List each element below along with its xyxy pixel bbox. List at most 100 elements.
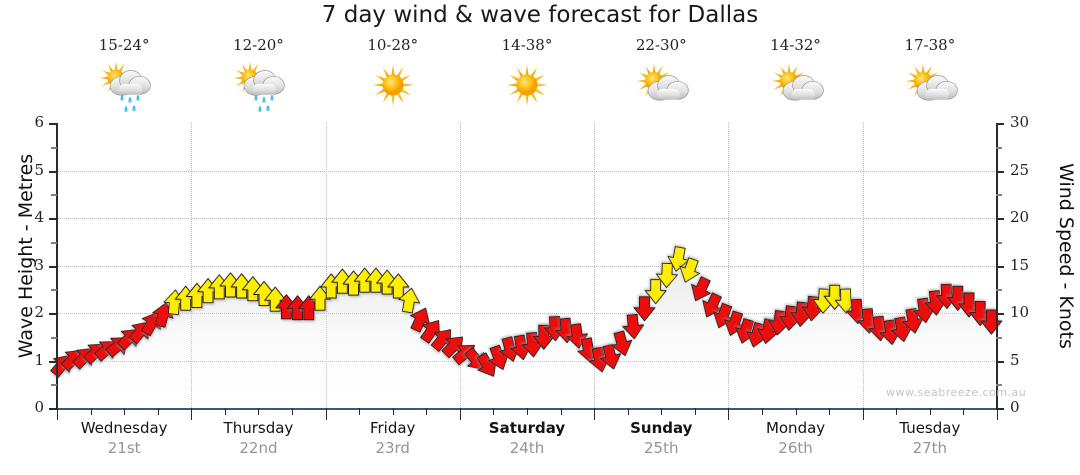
left-tick-major xyxy=(49,170,57,173)
right-tick-major xyxy=(996,360,1004,363)
bottom-tick-major xyxy=(459,408,461,420)
left-tick-label: 3 xyxy=(34,255,44,274)
left-tick-major xyxy=(49,265,57,268)
gridline-horizontal xyxy=(57,360,997,362)
sun-cloud-icon xyxy=(898,59,962,117)
bottom-tick-minor xyxy=(929,408,931,415)
sun-cloud-rain-icon xyxy=(92,59,156,117)
day-footer-strip: Wednesday 21st Thursday 22nd Friday 23rd Satur… xyxy=(57,418,997,468)
day-label-wednesday: Wednesday 21st xyxy=(57,418,191,468)
day-header-wednesday: 15-24° xyxy=(57,36,191,124)
left-tick-label: 2 xyxy=(34,303,44,321)
day-name: Wednesday xyxy=(80,419,168,437)
bottom-tick-minor xyxy=(829,408,831,415)
gridline-horizontal xyxy=(57,265,997,267)
gridline-vertical xyxy=(325,123,327,408)
bottom-tick-minor xyxy=(762,408,763,415)
right-tick-minor xyxy=(996,384,1002,387)
right-tick-minor xyxy=(996,289,1002,292)
sun-icon xyxy=(361,59,425,117)
day-name: Saturday xyxy=(488,419,566,437)
right-tick-label: 10 xyxy=(1010,303,1030,321)
bottom-tick-minor xyxy=(157,408,159,415)
temperature-range: 12-20° xyxy=(233,36,284,54)
right-tick-minor xyxy=(996,194,1002,197)
left-tick-minor xyxy=(51,194,57,197)
right-tick-label: 25 xyxy=(1010,160,1030,179)
gridline-vertical xyxy=(728,123,730,408)
gridline-horizontal xyxy=(57,170,997,172)
gridline-vertical xyxy=(191,123,193,408)
sun-icon xyxy=(495,59,559,117)
plot-area xyxy=(57,123,997,408)
day-name: Friday xyxy=(369,419,416,437)
day-label-thursday: Thursday 22nd xyxy=(191,418,325,468)
sun-cloud-icon xyxy=(764,59,828,117)
day-date: 22nd xyxy=(239,439,278,457)
day-header-tuesday: 17-38° xyxy=(863,36,997,124)
gridline-horizontal xyxy=(57,218,997,219)
temperature-range: 22-30° xyxy=(635,36,687,54)
bottom-tick-minor xyxy=(963,408,965,415)
day-label-monday: Monday 26th xyxy=(728,418,862,468)
left-tick-minor xyxy=(51,384,57,387)
day-date: 23rd xyxy=(375,439,410,457)
day-header-strip: 15-24° 12-20° xyxy=(57,36,997,124)
bottom-tick-minor xyxy=(661,408,663,415)
left-tick-major xyxy=(49,123,57,125)
day-header-monday: 14-32° xyxy=(728,36,862,124)
bottom-tick-minor xyxy=(493,408,495,415)
gridline-horizontal xyxy=(57,313,997,314)
left-tick-minor xyxy=(51,289,57,292)
day-header-friday: 10-28° xyxy=(326,36,460,124)
right-tick-label: 5 xyxy=(1010,350,1020,369)
bottom-tick-minor xyxy=(359,408,361,415)
day-header-thursday: 12-20° xyxy=(191,36,325,124)
bottom-tick-major xyxy=(594,408,596,420)
bottom-tick-minor xyxy=(694,408,696,415)
bottom-tick-minor xyxy=(258,408,260,415)
left-tick-label: 4 xyxy=(34,208,44,226)
left-tick-major xyxy=(49,360,57,363)
left-tick-major xyxy=(49,313,57,315)
day-label-saturday: Saturday 24th xyxy=(460,418,594,468)
bottom-tick-major xyxy=(325,408,327,420)
left-tick-label: 0 xyxy=(34,398,44,416)
day-name: Thursday xyxy=(223,419,294,437)
bottom-tick-minor xyxy=(90,408,92,415)
right-tick-major xyxy=(996,218,1004,220)
sun-cloud-rain-icon xyxy=(226,59,290,117)
bottom-tick-major xyxy=(728,408,730,420)
temperature-range: 10-28° xyxy=(367,36,419,54)
day-label-sunday: Sunday 25th xyxy=(594,418,728,468)
left-tick-label: 6 xyxy=(34,113,44,131)
bottom-tick-minor xyxy=(292,408,293,415)
right-tick-major xyxy=(996,123,1004,125)
day-date: 24th xyxy=(509,439,545,457)
gridline-vertical xyxy=(594,123,596,408)
bottom-tick-major xyxy=(57,408,58,420)
left-tick-label: 5 xyxy=(34,160,44,179)
day-date: 25th xyxy=(644,439,679,457)
bottom-tick-major xyxy=(997,408,998,420)
right-tick-major xyxy=(996,170,1004,173)
bottom-tick-minor xyxy=(627,408,629,415)
sun-cloud-icon xyxy=(629,59,693,117)
day-name: Monday xyxy=(765,419,826,437)
left-tick-major xyxy=(49,408,57,410)
day-header-sunday: 22-30° xyxy=(594,36,728,124)
right-tick-label: 20 xyxy=(1010,208,1030,226)
day-name: Sunday xyxy=(630,419,693,437)
bottom-tick-major xyxy=(191,408,193,420)
temperature-range: 15-24° xyxy=(98,36,150,54)
left-axis-line xyxy=(56,123,58,409)
day-label-friday: Friday 23rd xyxy=(326,418,460,468)
bottom-tick-minor xyxy=(224,408,226,415)
right-tick-label: 0 xyxy=(1010,398,1020,416)
left-tick-minor xyxy=(51,146,57,149)
day-date: 27th xyxy=(912,439,948,457)
left-tick-major xyxy=(49,218,57,220)
right-axis-title: Wind Speed - Knots xyxy=(1055,163,1077,349)
right-tick-major xyxy=(996,408,1004,410)
bottom-tick-major xyxy=(862,408,864,420)
